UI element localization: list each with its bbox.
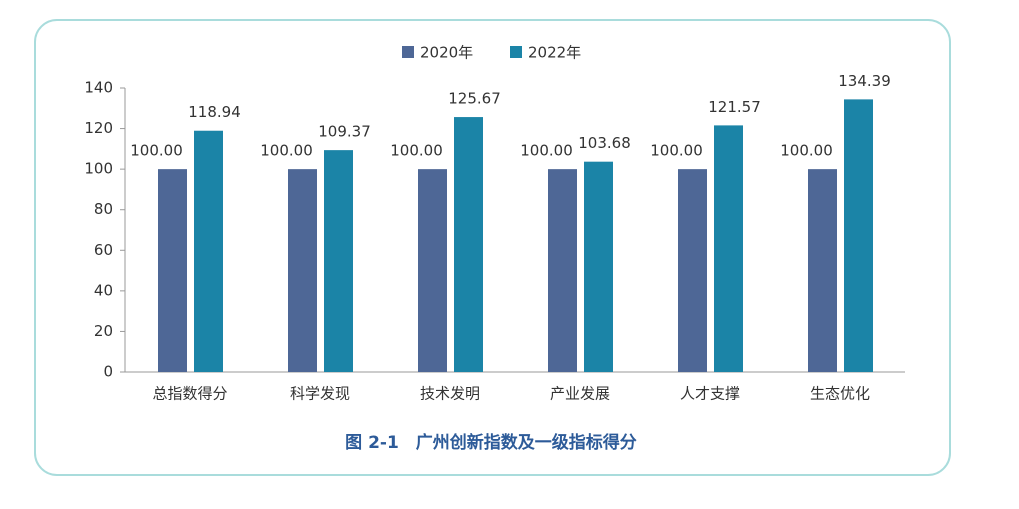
bar [288, 169, 317, 372]
value-label: 118.94 [188, 103, 241, 121]
value-label: 125.67 [448, 90, 501, 108]
value-label: 100.00 [260, 142, 313, 160]
y-tick-label: 80 [94, 200, 113, 218]
bar [584, 161, 613, 372]
bar [158, 169, 187, 372]
value-label: 100.00 [650, 142, 703, 160]
value-label: 100.00 [780, 142, 833, 160]
bar [418, 169, 447, 372]
x-tick-label: 技术发明 [420, 385, 480, 403]
y-tick-label: 100 [84, 160, 113, 178]
value-label: 100.00 [390, 142, 443, 160]
bar [844, 99, 873, 373]
bar [194, 130, 223, 372]
x-tick-label: 生态优化 [810, 385, 870, 403]
value-label: 100.00 [130, 142, 183, 160]
x-tick-label: 科学发现 [290, 385, 350, 403]
y-tick-label: 0 [103, 363, 113, 381]
bar [454, 117, 483, 372]
y-tick-label: 60 [94, 241, 113, 259]
x-tick-label: 人才支撑 [680, 385, 740, 403]
legend-swatch [510, 46, 522, 58]
y-tick-label: 40 [94, 281, 113, 299]
chart-caption: 图 2-1 广州创新指数及一级指标得分 [345, 432, 637, 453]
x-tick-label: 总指数得分 [152, 385, 227, 403]
legend-swatch [402, 46, 414, 58]
value-label: 121.57 [708, 98, 761, 116]
bar [324, 150, 353, 372]
bar [714, 125, 743, 373]
value-label: 134.39 [838, 72, 891, 90]
value-label: 100.00 [520, 142, 573, 160]
y-tick-label: 120 [84, 119, 113, 137]
legend-label: 2022年 [528, 44, 581, 62]
y-tick-label: 140 [84, 79, 113, 97]
x-tick-label: 产业发展 [550, 385, 610, 403]
bar [548, 169, 577, 372]
value-label: 103.68 [578, 134, 631, 152]
bar [808, 169, 837, 372]
value-label: 109.37 [318, 123, 371, 141]
legend-label: 2020年 [420, 44, 473, 62]
y-tick-label: 20 [94, 322, 113, 340]
bar [678, 169, 707, 372]
